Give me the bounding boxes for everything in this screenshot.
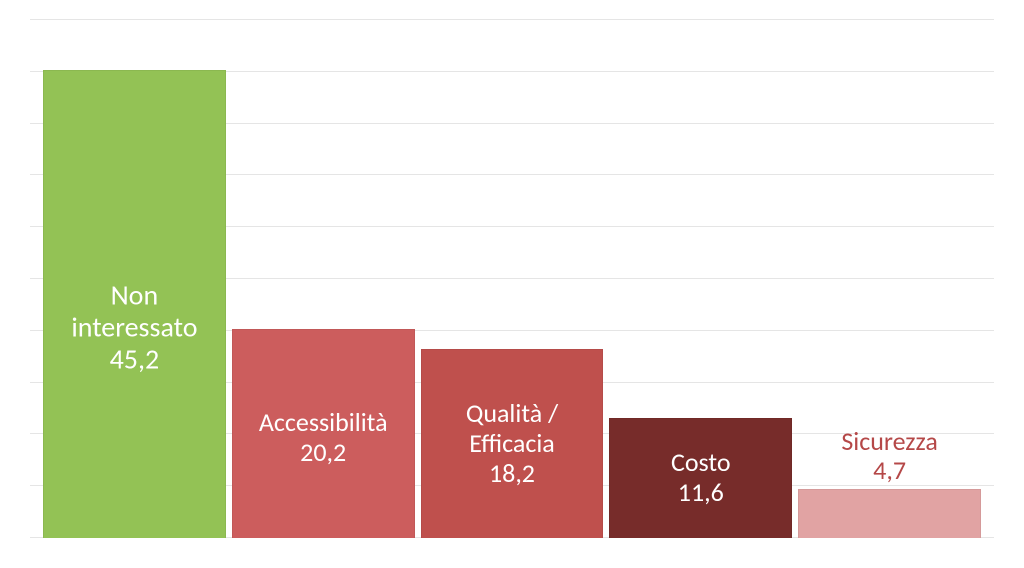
bar: Accessibilità20,2 xyxy=(232,329,415,538)
bar-label: Noninteressato45,2 xyxy=(44,279,225,376)
bar-label-line: Accessibilità xyxy=(259,408,388,438)
bar-label-line: Efficacia xyxy=(469,429,555,459)
bar-slot: Costo11,6 xyxy=(606,20,795,538)
bar-label-line: 20,2 xyxy=(300,438,346,468)
bar-slot: Qualità /Efficacia18,2 xyxy=(418,20,607,538)
bar-label-line: 45,2 xyxy=(110,344,160,376)
bar-label-line: 11,6 xyxy=(678,478,724,508)
bar-slot: Noninteressato45,2 xyxy=(40,20,229,538)
bar-chart: Noninteressato45,2Accessibilità20,2Quali… xyxy=(30,20,994,538)
bars-container: Noninteressato45,2Accessibilità20,2Quali… xyxy=(30,20,994,538)
bar-label-line: 4,7 xyxy=(873,456,906,486)
bar-slot: Sicurezza4,7 xyxy=(795,20,984,538)
bar-slot: Accessibilità20,2 xyxy=(229,20,418,538)
bar: Sicurezza4,7 xyxy=(798,489,981,538)
bar-label-line: interessato xyxy=(71,312,197,344)
bar-label: Accessibilità20,2 xyxy=(233,408,414,468)
bar-label: Costo11,6 xyxy=(610,449,791,509)
bar-label: Sicurezza4,7 xyxy=(799,427,980,487)
bar-label-line: Qualità / xyxy=(466,399,558,429)
bar-label-line: 18,2 xyxy=(489,459,535,489)
bar: Qualità /Efficacia18,2 xyxy=(421,349,604,538)
bar: Costo11,6 xyxy=(609,418,792,538)
bar: Noninteressato45,2 xyxy=(43,70,226,538)
bar-label-line: Non xyxy=(111,279,159,311)
bar-label-line: Sicurezza xyxy=(841,427,938,457)
plot-area: Noninteressato45,2Accessibilità20,2Quali… xyxy=(30,20,994,538)
bar-label-line: Costo xyxy=(671,449,731,479)
bar-label: Qualità /Efficacia18,2 xyxy=(422,399,603,489)
